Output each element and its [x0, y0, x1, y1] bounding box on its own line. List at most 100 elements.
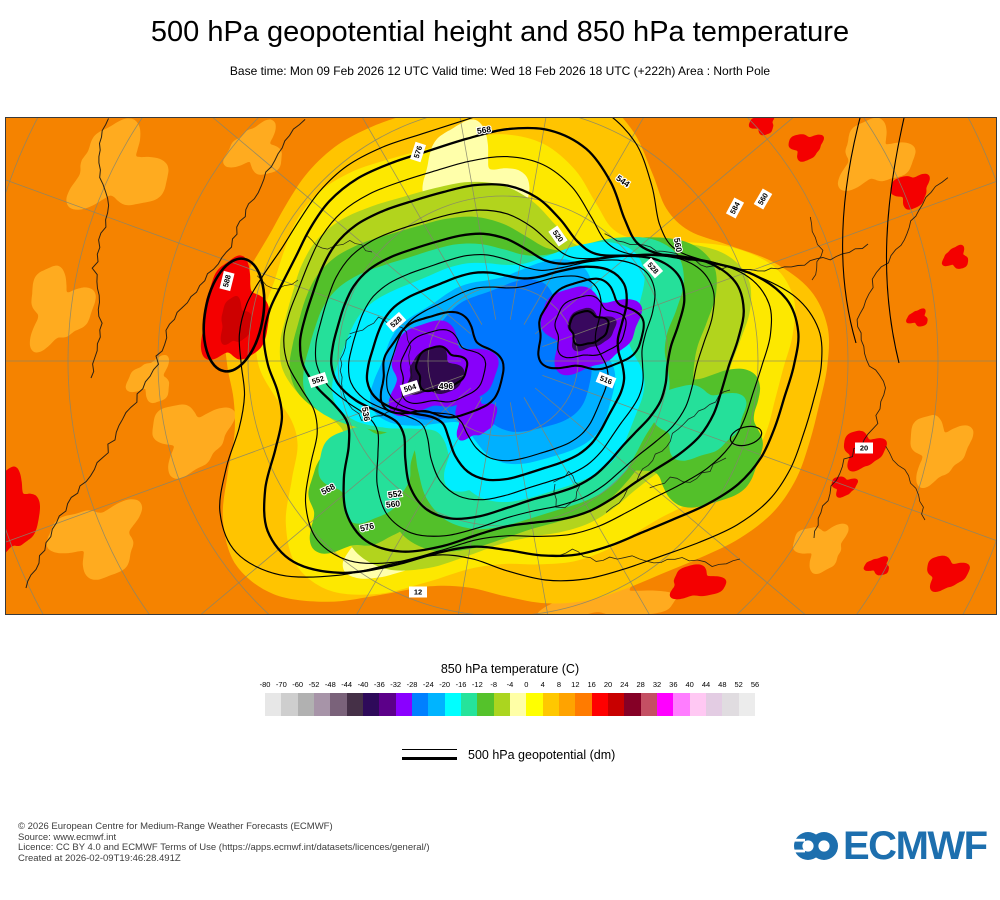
thin-contour-line-sample	[402, 749, 457, 750]
colorbar-band	[689, 693, 706, 716]
colorbar-band	[477, 693, 494, 716]
colorbar-tick-label: -28	[406, 680, 418, 689]
colorbar-band	[607, 693, 625, 716]
contour-label: 552	[307, 371, 329, 389]
contour-label: 528	[385, 311, 407, 333]
ecmwf-logo-text: ECMWF	[843, 824, 988, 868]
colorbar-band	[640, 693, 657, 716]
colorbar-tick-label: -80	[259, 680, 271, 689]
colorbar-tick-label: -60	[292, 680, 304, 689]
colorbar-band	[705, 693, 723, 716]
colorbar-band	[411, 693, 429, 716]
colorbar-band	[738, 693, 755, 716]
colorbar-tick-label: -12	[471, 680, 483, 689]
colorbar-band	[362, 693, 380, 716]
colorbar-tick-label: 40	[685, 680, 694, 689]
contour-label: 504	[399, 379, 421, 397]
contour-label: 516	[595, 371, 617, 389]
colorbar-tick-label: -70	[275, 680, 287, 689]
contour-label: 576	[409, 141, 427, 163]
colorbar-band	[624, 693, 641, 716]
colorbar-band	[542, 693, 559, 716]
colorbar-band	[460, 693, 478, 716]
footer-line: © 2026 European Centre for Medium-Range …	[18, 821, 333, 832]
contour-label: 496	[438, 380, 455, 392]
colorbar-tick-label: 36	[669, 680, 678, 689]
temperature-legend-title: 850 hPa temperature (C)	[440, 662, 580, 676]
temperature-colorbar	[265, 693, 755, 716]
weather-map: 568 576 544 560 584 560 552 536 568 552 560 576 504 5…	[5, 117, 997, 615]
colorbar-tick-label: -36	[373, 680, 385, 689]
contour-label: 560	[671, 236, 686, 254]
colorbar-tick-label: 0	[524, 680, 529, 689]
contour-label: 560	[384, 497, 402, 511]
colorbar-tick-label: 24	[620, 680, 629, 689]
contour-label: 528	[642, 257, 664, 279]
svg-text:536: 536	[360, 406, 372, 422]
temperature-legend-ticks: -80 -70 -60 -52 -48 -44 -40 -36 -32 -28 -24 -20 -16-…	[260, 680, 760, 690]
contour-label: 552	[386, 487, 404, 501]
colorbar-tick-label: -52	[308, 680, 320, 689]
footer-line: Created at 2026-02-09T19:46:28.491Z	[18, 852, 181, 864]
colorbar-tick-label: -8	[490, 680, 497, 689]
contour-label: 20	[855, 442, 873, 454]
colorbar-tick-label: 28	[636, 680, 645, 689]
svg-text:552: 552	[387, 488, 403, 500]
colorbar-tick-label: 16	[587, 680, 596, 689]
colorbar-band	[281, 693, 298, 716]
footer-line: Source: www.ecmwf.int	[18, 831, 117, 843]
footer-attribution: © 2026 European Centre for Medium-Range …	[18, 821, 430, 864]
colorbar-band	[265, 693, 282, 716]
colorbar-tick-label: 4	[540, 680, 545, 689]
colorbar-band	[330, 693, 347, 716]
contour-label: 12	[409, 586, 427, 598]
svg-text:560: 560	[672, 237, 684, 253]
svg-text:588: 588	[221, 274, 233, 288]
colorbar-band	[428, 693, 445, 716]
colorbar-tick-label: -24	[422, 680, 434, 689]
svg-text:560: 560	[385, 498, 400, 509]
svg-text:20: 20	[860, 444, 868, 453]
contour-label: 576	[358, 519, 377, 534]
geopotential-legend: 500 hPa geopotential (dm)	[402, 743, 722, 769]
svg-text:576: 576	[359, 520, 375, 533]
colorbar-tick-label: -16	[455, 680, 467, 689]
colorbar-tick-label: 8	[556, 680, 562, 689]
colorbar-tick-label: 32	[652, 680, 662, 689]
contour-label: 588	[219, 270, 235, 292]
colorbar-tick-label: 48	[718, 680, 727, 689]
colorbar-tick-label: 52	[734, 680, 743, 689]
colorbar-tick-label: -20	[439, 680, 451, 689]
svg-text:504: 504	[403, 382, 418, 395]
svg-text:516: 516	[599, 373, 614, 386]
colorbar-tick-label: -48	[324, 680, 336, 689]
svg-text:552: 552	[311, 374, 326, 386]
colorbar-tick-label: 44	[701, 680, 711, 689]
colorbar-band	[656, 693, 674, 716]
contour-label: 536	[359, 405, 374, 423]
colorbar-band	[722, 693, 739, 716]
page-subtitle: Base time: Mon 09 Feb 2026 12 UTC Valid …	[229, 64, 771, 78]
colorbar-band	[575, 693, 592, 716]
colorbar-tick-label: -40	[357, 680, 369, 689]
contour-label: 560	[753, 188, 773, 210]
contour-label: 520	[548, 225, 568, 247]
colorbar-band	[591, 693, 608, 716]
colorbar-tick-label: -4	[506, 680, 514, 689]
svg-text:568: 568	[476, 124, 492, 136]
colorbar-band	[297, 693, 314, 716]
colorbar-band	[313, 693, 331, 716]
colorbar-band	[346, 693, 363, 716]
contour-label: 584	[725, 197, 745, 219]
geopotential-legend-label: 500 hPa geopotential (dm)	[468, 748, 616, 762]
colorbar-band	[395, 693, 412, 716]
svg-text:12: 12	[414, 588, 422, 597]
colorbar-tick-label: -32	[390, 680, 402, 689]
thick-contour-line-sample	[402, 757, 457, 760]
footer-line: Licence: CC BY 4.0 and ECMWF Terms of Us…	[18, 842, 430, 853]
colorbar-band	[526, 693, 543, 716]
svg-text:496: 496	[439, 381, 453, 391]
svg-text:576: 576	[412, 145, 424, 160]
colorbar-band	[444, 693, 461, 716]
